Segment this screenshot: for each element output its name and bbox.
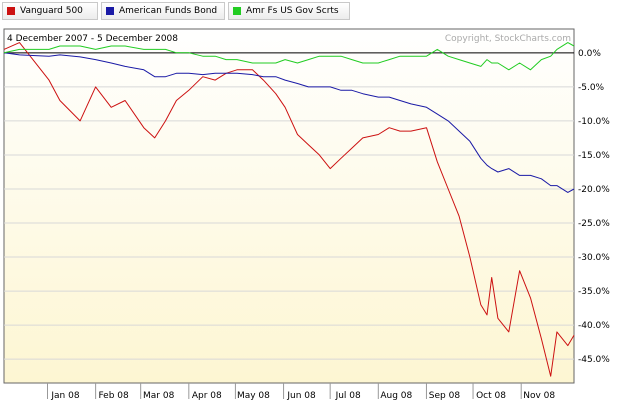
- series-line: [3, 42, 575, 377]
- legend-swatch: [7, 7, 15, 15]
- legend-swatch: [233, 7, 241, 15]
- x-tick-label: Apr 08: [192, 391, 222, 401]
- series-line: [3, 42, 575, 71]
- legend-swatch: [106, 7, 114, 15]
- x-tick-label: Feb 08: [99, 391, 130, 401]
- legend-label: American Funds Bond: [119, 6, 218, 16]
- x-tick-label: Jan 08: [50, 391, 79, 401]
- date-range: 4 December 2007 - 5 December 2008: [7, 34, 178, 44]
- plot-area: [3, 28, 575, 384]
- legend: Vanguard 500 American Funds Bond Amr Fs US…: [0, 0, 618, 22]
- y-tick-label: -25.0%: [578, 219, 610, 229]
- x-tick-label: Aug 08: [380, 391, 412, 401]
- series-line: [3, 52, 575, 193]
- x-tick-label: Sep 08: [429, 391, 461, 401]
- y-tick-label: 0.0%: [578, 49, 601, 59]
- legend-label: Amr Fs US Gov Scrts: [246, 6, 339, 16]
- copyright-note: Copyright, StockCharts.com: [445, 34, 571, 44]
- x-tick-label: Mar 08: [143, 391, 175, 401]
- y-tick-label: -15.0%: [578, 151, 610, 161]
- y-tick-label: -45.0%: [578, 355, 610, 365]
- y-tick-label: -5.0%: [578, 83, 605, 93]
- x-tick-label: Jun 08: [286, 391, 316, 401]
- x-tick-label: Nov 08: [523, 391, 555, 401]
- legend-item: American Funds Bond: [101, 2, 225, 20]
- legend-label: Vanguard 500: [20, 6, 83, 16]
- y-tick-label: -20.0%: [578, 185, 610, 195]
- legend-item: Vanguard 500: [2, 2, 98, 20]
- y-tick-label: -10.0%: [578, 117, 610, 127]
- legend-item: Amr Fs US Gov Scrts: [228, 2, 350, 20]
- x-tick-label: May 08: [237, 391, 270, 401]
- x-tick-label: Jul 08: [335, 391, 361, 401]
- y-tick-label: -40.0%: [578, 321, 610, 331]
- y-tick-label: -35.0%: [578, 287, 610, 297]
- y-tick-label: -30.0%: [578, 253, 610, 263]
- x-tick-label: Oct 08: [476, 391, 506, 401]
